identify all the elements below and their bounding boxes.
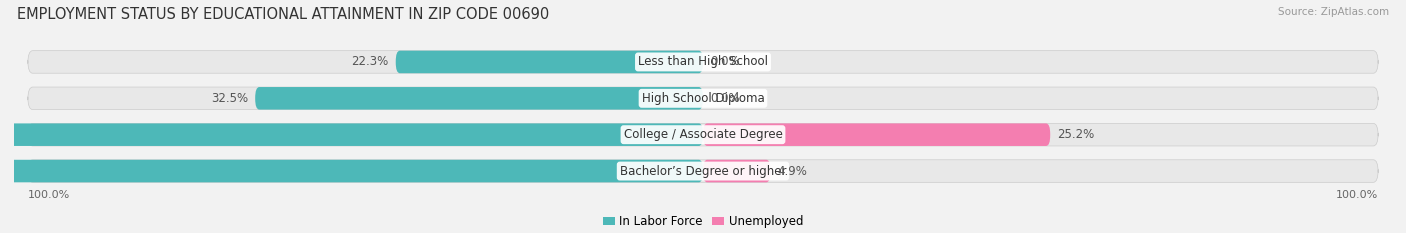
FancyBboxPatch shape [703,123,1050,146]
Text: 100.0%: 100.0% [28,190,70,200]
Text: Bachelor’s Degree or higher: Bachelor’s Degree or higher [620,164,786,178]
Text: 22.3%: 22.3% [352,55,389,69]
Legend: In Labor Force, Unemployed: In Labor Force, Unemployed [598,210,808,233]
FancyBboxPatch shape [395,51,703,73]
FancyBboxPatch shape [703,160,770,182]
FancyBboxPatch shape [256,87,703,110]
Text: 0.0%: 0.0% [710,55,740,69]
Text: College / Associate Degree: College / Associate Degree [624,128,782,141]
Text: 4.9%: 4.9% [778,164,807,178]
FancyBboxPatch shape [0,160,703,182]
Text: High School Diploma: High School Diploma [641,92,765,105]
Text: 25.2%: 25.2% [1057,128,1094,141]
FancyBboxPatch shape [28,160,1378,182]
Text: EMPLOYMENT STATUS BY EDUCATIONAL ATTAINMENT IN ZIP CODE 00690: EMPLOYMENT STATUS BY EDUCATIONAL ATTAINM… [17,7,550,22]
FancyBboxPatch shape [28,87,1378,110]
Text: 100.0%: 100.0% [1336,190,1378,200]
Text: Source: ZipAtlas.com: Source: ZipAtlas.com [1278,7,1389,17]
FancyBboxPatch shape [28,51,1378,73]
FancyBboxPatch shape [0,123,703,146]
Text: 0.0%: 0.0% [710,92,740,105]
Text: Less than High School: Less than High School [638,55,768,69]
FancyBboxPatch shape [28,123,1378,146]
Text: 32.5%: 32.5% [211,92,249,105]
